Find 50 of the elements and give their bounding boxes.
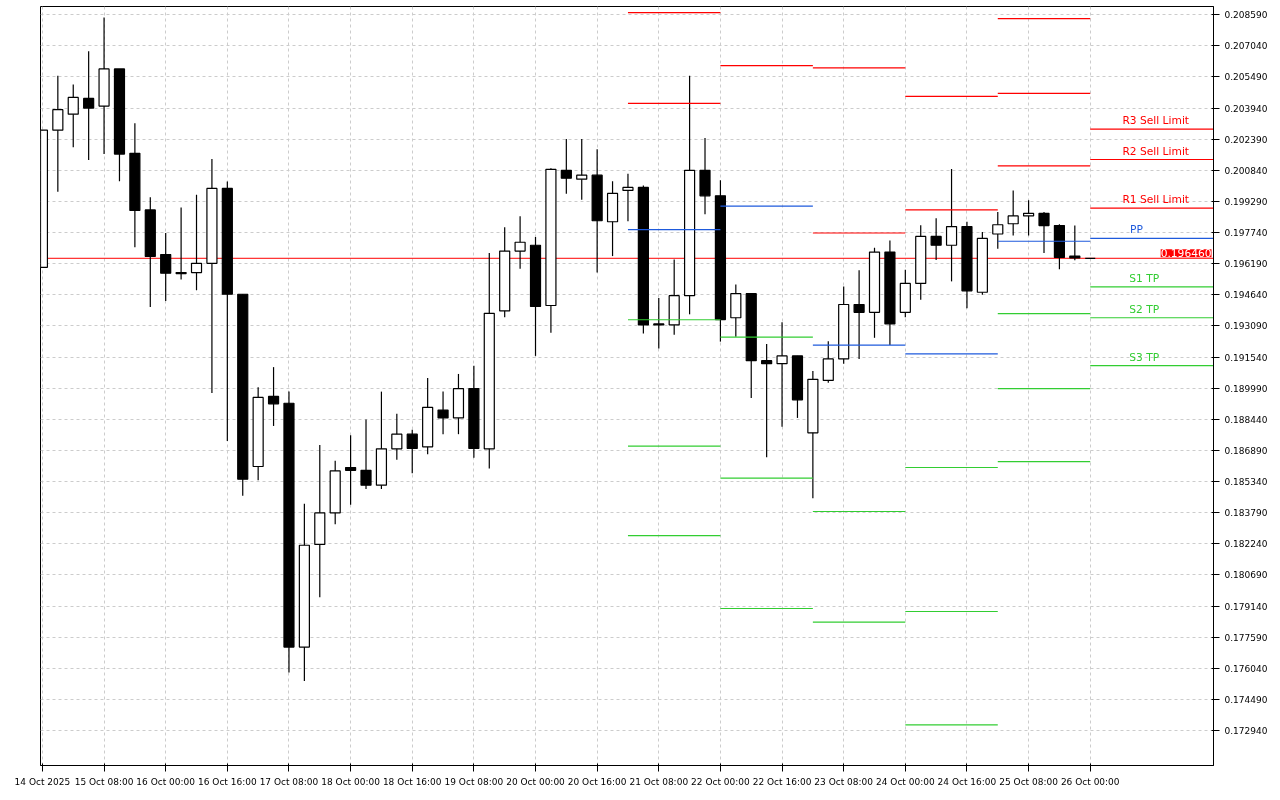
- y-tick-label: 0.196190: [1224, 259, 1268, 270]
- y-tick-label: 0.191540: [1224, 352, 1268, 363]
- y-tick-label: 0.202390: [1224, 134, 1268, 145]
- x-tick-label: 14 Oct 2025: [14, 776, 71, 787]
- x-tick-label: 22 Oct 16:00: [752, 776, 812, 787]
- annotation: S3 TP: [1129, 350, 1160, 364]
- x-tick-label: 20 Oct 00:00: [506, 776, 566, 787]
- y-tick-label: 0.174490: [1224, 694, 1268, 705]
- x-tick-label: 20 Oct 16:00: [567, 776, 627, 787]
- y-tick-label: 0.172940: [1224, 726, 1268, 737]
- y-tick-label: 0.193090: [1224, 321, 1268, 332]
- y-tick-label: 0.207040: [1224, 41, 1268, 52]
- y-tick-label: 0.199290: [1224, 196, 1268, 207]
- x-tick-label: 18 Oct 00:00: [321, 776, 381, 787]
- y-tick-label: 0.205490: [1224, 72, 1268, 83]
- y-tick-label: 0.182240: [1224, 539, 1268, 550]
- x-tick-label: 23 Oct 08:00: [814, 776, 874, 787]
- y-tick-label: 0.208590: [1224, 10, 1268, 21]
- x-tick-label: 26 Oct 00:00: [1060, 776, 1120, 787]
- x-tick-label: 15 Oct 08:00: [74, 776, 134, 787]
- y-tick-label: 0.194640: [1224, 290, 1268, 301]
- x-tick-label: 22 Oct 00:00: [691, 776, 751, 787]
- y-tick-label: 0.188440: [1224, 414, 1268, 425]
- annotation: S1 TP: [1129, 271, 1160, 285]
- x-tick-label: 25 Oct 08:00: [999, 776, 1059, 787]
- x-tick-label: 18 Oct 16:00: [382, 776, 442, 787]
- x-tick-label: 24 Oct 00:00: [875, 776, 935, 787]
- y-tick-label: 0.197740: [1224, 228, 1268, 239]
- y-tick-label: 0.203940: [1224, 103, 1268, 114]
- y-tick-label: 0.183790: [1224, 508, 1268, 519]
- x-tick-label: 21 Oct 08:00: [629, 776, 689, 787]
- annotation: S2 TP: [1129, 302, 1160, 316]
- x-tick-label: 17 Oct 08:00: [259, 776, 319, 787]
- y-tick-label: 0.180690: [1224, 570, 1268, 581]
- x-tick-label: 16 Oct 00:00: [136, 776, 196, 787]
- x-tick-label: 24 Oct 16:00: [937, 776, 997, 787]
- y-tick-label: 0.186890: [1224, 445, 1268, 456]
- y-tick-label: 0.176040: [1224, 663, 1268, 674]
- annotation: R2 Sell Limit: [1122, 144, 1190, 158]
- y-tick-label: 0.185340: [1224, 477, 1268, 488]
- y-tick-label: 0.177590: [1224, 632, 1268, 643]
- x-tick-label: 19 Oct 08:00: [444, 776, 504, 787]
- y-tick-label: 0.200840: [1224, 165, 1268, 176]
- y-tick-label: 0.189990: [1224, 383, 1268, 394]
- annotation: PP: [1130, 223, 1144, 237]
- annotation: R3 Sell Limit: [1122, 114, 1190, 128]
- annotation: R1 Sell Limit: [1122, 193, 1190, 207]
- x-tick-label: 16 Oct 16:00: [198, 776, 257, 787]
- y-tick-label: 0.179140: [1224, 601, 1268, 612]
- ref-line-label: 0.196460: [1160, 247, 1212, 261]
